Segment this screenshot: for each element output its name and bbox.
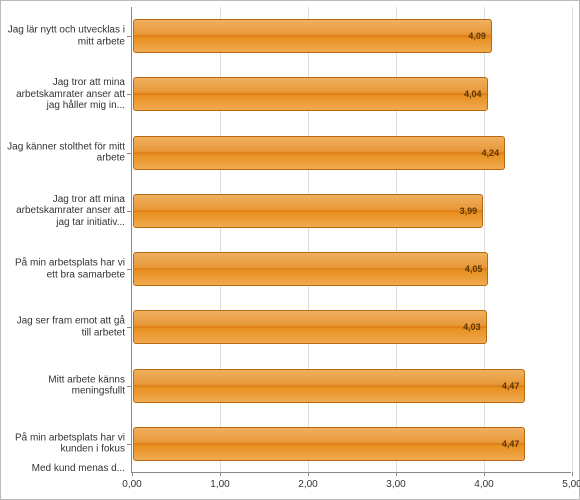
y-tick-mark <box>127 444 132 445</box>
chart-inner: 0,00 1,00 2,00 3,00 4,00 5,00 4,09 4,04 4,24 3,99… <box>1 1 579 499</box>
y-axis-label: På min arbetsplats har vi kunden i fokus <box>5 432 125 455</box>
x-tick-mark <box>220 472 221 476</box>
extra-footer-label: Med kund menas d... <box>5 463 125 475</box>
bar-value-label: 4,47 <box>502 381 520 391</box>
bar: 4,47 <box>133 427 525 461</box>
y-axis-label: Jag tror att mina arbetskamrater anser a… <box>5 194 125 229</box>
y-axis-label: Jag tror att mina arbetskamrater anser a… <box>5 77 125 112</box>
x-tick-mark <box>572 472 573 476</box>
y-axis-label: Jag känner stolthet för mitt arbete <box>5 141 125 164</box>
x-tick-label: 0,00 <box>122 479 141 490</box>
x-tick-mark <box>308 472 309 476</box>
y-tick-mark <box>127 153 132 154</box>
x-tick-mark <box>484 472 485 476</box>
y-tick-mark <box>127 327 132 328</box>
bar-row: 4,47 <box>132 369 571 403</box>
bar-value-label: 4,03 <box>463 322 481 332</box>
bar-value-label: 4,09 <box>468 31 486 41</box>
bar: 4,03 <box>133 310 487 344</box>
bar-row: 4,05 <box>132 252 571 286</box>
y-tick-mark <box>127 269 132 270</box>
bar-value-label: 3,99 <box>460 206 478 216</box>
bar: 4,47 <box>133 369 525 403</box>
bar-row: 4,47 <box>132 427 571 461</box>
bar-row: 4,24 <box>132 136 571 170</box>
bar-row: 3,99 <box>132 194 571 228</box>
bar-value-label: 4,04 <box>464 89 482 99</box>
y-axis-label: Jag lär nytt och utvecklas i mitt arbete <box>5 25 125 48</box>
x-tick-label: 4,00 <box>474 479 493 490</box>
y-axis-label: På min arbetsplats har vi ett bra samarb… <box>5 258 125 281</box>
gridline <box>572 7 573 472</box>
chart-container: 0,00 1,00 2,00 3,00 4,00 5,00 4,09 4,04 4,24 3,99… <box>0 0 580 500</box>
y-tick-mark <box>127 36 132 37</box>
y-axis-label: Jag ser fram emot att gå till arbetet <box>5 316 125 339</box>
y-axis-label: Mitt arbete känns meningsfullt <box>5 374 125 397</box>
bar: 4,09 <box>133 19 492 53</box>
bar-value-label: 4,24 <box>482 148 500 158</box>
y-tick-mark <box>127 386 132 387</box>
plot-area: 0,001,002,003,004,005,004,094,044,243,99… <box>131 7 571 473</box>
bar: 3,99 <box>133 194 483 228</box>
bar-value-label: 4,05 <box>465 264 483 274</box>
x-tick-mark <box>132 472 133 476</box>
bar-value-label: 4,47 <box>502 439 520 449</box>
x-tick-label: 3,00 <box>386 479 405 490</box>
y-tick-mark <box>127 211 132 212</box>
bar: 4,04 <box>133 77 488 111</box>
bar: 4,24 <box>133 136 505 170</box>
bar-row: 4,03 <box>132 310 571 344</box>
bar: 4,05 <box>133 252 488 286</box>
x-tick-label: 2,00 <box>298 479 317 490</box>
bar-row: 4,09 <box>132 19 571 53</box>
x-tick-label: 1,00 <box>210 479 229 490</box>
y-tick-mark <box>127 94 132 95</box>
bar-row: 4,04 <box>132 77 571 111</box>
x-tick-label: 5,00 <box>562 479 580 490</box>
x-tick-mark <box>396 472 397 476</box>
